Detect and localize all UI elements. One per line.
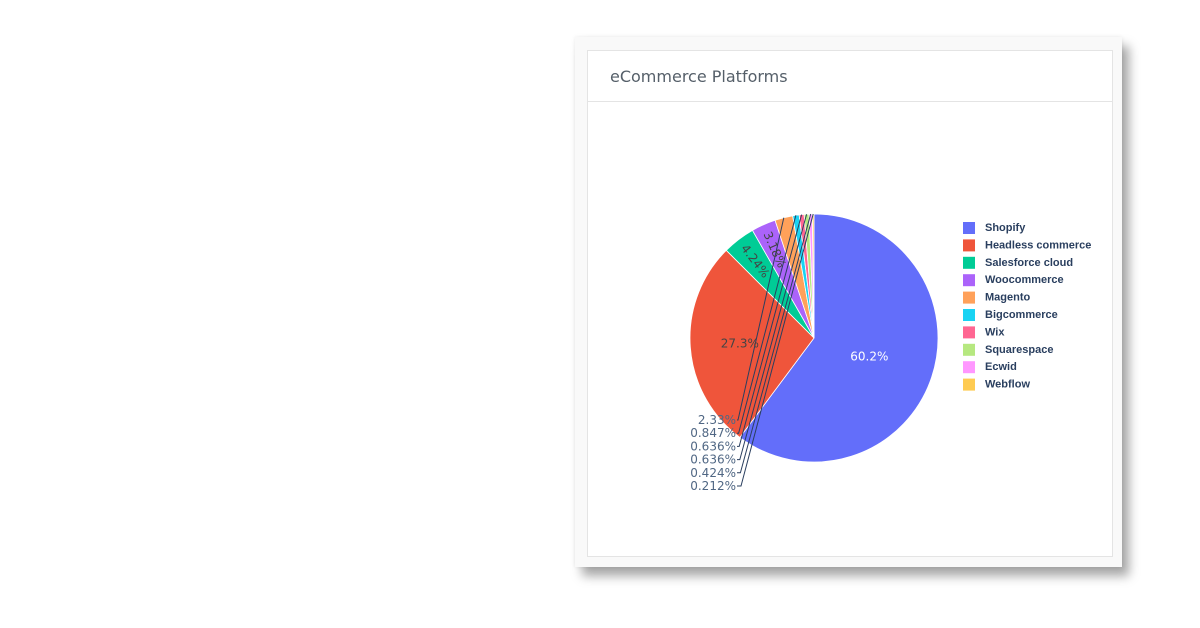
legend-item-salesforce-cloud[interactable]: Salesforce cloud	[963, 256, 1073, 269]
legend-label: Shopify	[985, 222, 1026, 234]
legend-item-webflow[interactable]: Webflow	[963, 378, 1030, 391]
legend-label: Salesforce cloud	[985, 257, 1073, 269]
legend-label: Bigcommerce	[985, 309, 1058, 321]
leader-line	[737, 215, 797, 434]
slice-label-shopify: 60.2%	[850, 349, 888, 363]
pie-slices	[689, 213, 939, 463]
legend-item-shopify[interactable]: Shopify	[963, 222, 1026, 234]
slice-label-wix: 0.636%	[690, 439, 736, 453]
slice-label-magento: 2.33%	[698, 413, 736, 427]
legend-item-wix[interactable]: Wix	[963, 326, 1005, 339]
legend-item-squarespace[interactable]: Squarespace	[963, 343, 1053, 356]
leader-lines	[737, 213, 814, 487]
legend-item-headless-commerce[interactable]: Headless commerce	[963, 239, 1091, 252]
legend-label: Webflow	[985, 379, 1030, 391]
legend-swatch	[963, 256, 975, 269]
legend-swatch	[963, 291, 975, 304]
legend-item-ecwid[interactable]: Ecwid	[963, 361, 1017, 374]
slice-label-ecwid: 0.424%	[690, 466, 736, 480]
legend-label: Magento	[985, 292, 1031, 304]
legend-label: Wix	[985, 326, 1005, 338]
legend-swatch	[963, 343, 975, 356]
legend-swatch	[963, 326, 975, 339]
slice-label-bigcommerce: 0.847%	[690, 426, 736, 440]
legend-label: Headless commerce	[985, 239, 1091, 251]
legend-item-bigcommerce[interactable]: Bigcommerce	[963, 309, 1058, 321]
pie-slice-shopify	[739, 213, 939, 463]
legend-label: Squarespace	[985, 344, 1053, 356]
legend-label: Ecwid	[985, 361, 1017, 373]
leader-line	[737, 217, 785, 421]
legend-swatch	[963, 378, 975, 391]
legend-item-magento[interactable]: Magento	[963, 291, 1031, 304]
leader-line	[737, 213, 812, 474]
slice-label-headless-commerce: 27.3%	[721, 336, 759, 350]
card-header: eCommerce Platforms	[588, 51, 1112, 102]
legend-item-woocommerce[interactable]: Woocommerce	[963, 274, 1064, 287]
leader-line	[737, 214, 803, 447]
card-title: eCommerce Platforms	[610, 66, 788, 86]
leader-line	[737, 214, 808, 461]
legend: Shopify Headless commerce Salesforce cloud…	[963, 222, 1091, 391]
slice-label-webflow: 0.212%	[690, 479, 736, 493]
pie-slice-headless-commerce	[689, 249, 815, 438]
leader-line	[737, 213, 814, 487]
legend-swatch	[963, 222, 975, 234]
legend-swatch	[963, 361, 975, 374]
legend-label: Woocommerce	[985, 274, 1064, 286]
legend-swatch	[963, 309, 975, 321]
slice-label-squarespace: 0.636%	[690, 453, 736, 467]
legend-swatch	[963, 274, 975, 287]
legend-swatch	[963, 239, 975, 252]
